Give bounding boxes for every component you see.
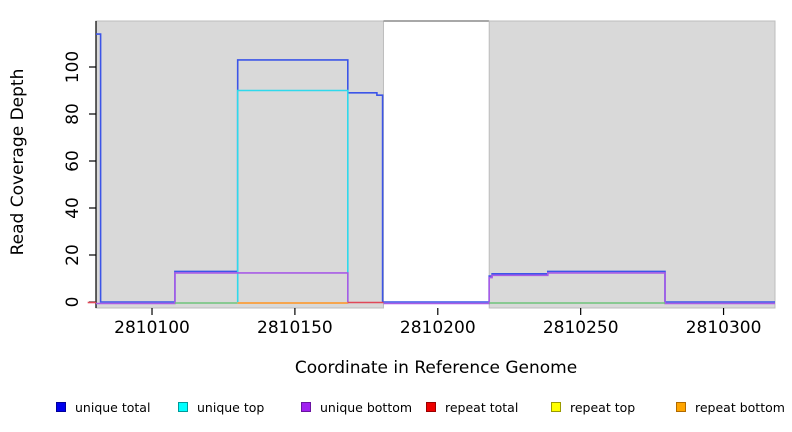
repeat-top-swatch [551, 402, 561, 412]
svg-text:2810250: 2810250 [543, 318, 619, 338]
x-axis-label: Coordinate in Reference Genome [294, 358, 578, 378]
svg-text:80: 80 [63, 103, 83, 125]
svg-text:20: 20 [63, 244, 83, 266]
legend-item-unique-top: unique top [178, 399, 264, 415]
unique-top-swatch [178, 402, 188, 412]
legend-label: repeat top [570, 399, 636, 415]
legend-item-repeat-bottom: repeat bottom [676, 399, 785, 415]
unique-bottom-swatch [301, 402, 311, 412]
unique-total-swatch [56, 402, 66, 412]
legend-label: unique bottom [320, 399, 413, 415]
svg-text:2810200: 2810200 [400, 318, 476, 338]
svg-text:0: 0 [63, 297, 83, 308]
y-axis-label: Read Coverage Depth [8, 68, 28, 256]
legend-item-repeat-total: repeat total [426, 399, 518, 415]
repeat-bottom-swatch [676, 402, 686, 412]
legend-label: unique top [197, 399, 265, 415]
svg-text:100: 100 [63, 51, 83, 83]
legend-item-repeat-top: repeat top [551, 399, 635, 415]
legend-label: unique total [75, 399, 151, 415]
legend-item-unique-bottom: unique bottom [301, 399, 412, 415]
legend-label: repeat bottom [695, 399, 785, 415]
svg-text:2810150: 2810150 [257, 318, 333, 338]
legend-label: repeat total [445, 399, 519, 415]
svg-text:40: 40 [63, 197, 83, 219]
legend-item-unique-total: unique total [56, 399, 150, 415]
repeat-total-swatch [426, 402, 436, 412]
svg-text:2810300: 2810300 [686, 318, 762, 338]
svg-text:60: 60 [63, 150, 83, 172]
svg-text:2810100: 2810100 [114, 318, 190, 338]
